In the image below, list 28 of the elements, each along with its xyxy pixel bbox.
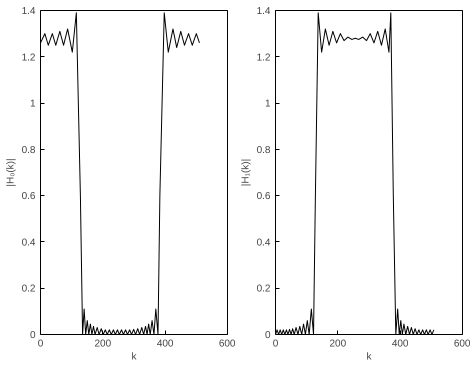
y-tick-label: 0	[264, 330, 271, 341]
y-tick-label: 1.4	[22, 6, 36, 17]
x-tick-label: 200	[94, 338, 112, 350]
y-tick-label: 1.2	[256, 52, 271, 64]
x-axis-title: k	[132, 352, 138, 362]
y-tick-label: 1.2	[22, 52, 36, 64]
x-tick-label: 0	[38, 338, 44, 350]
y-tick-label: 0.2	[256, 284, 271, 295]
x-tick-label: 600	[218, 338, 236, 350]
y-tick-label: 1.4	[256, 6, 271, 17]
y-tick-label: 0.4	[22, 237, 36, 248]
y-tick-label: 0.6	[22, 191, 36, 202]
y-tick-label: 1	[30, 98, 36, 110]
x-tick-label: 400	[392, 338, 409, 350]
x-tick-label: 200	[329, 338, 347, 350]
x-axis-title: k	[366, 352, 372, 362]
x-tick-label: 400	[156, 338, 174, 350]
y-tick-label: 0.4	[256, 237, 271, 248]
x-tick-label: 600	[454, 338, 471, 350]
y-axis-title: |H₁(k)|	[240, 158, 252, 186]
y-tick-label: 1	[264, 98, 271, 110]
y-tick-label: 0.8	[256, 144, 271, 156]
y-axis-title: |H₀(k)|	[6, 158, 17, 187]
y-tick-label: 0.6	[256, 191, 271, 202]
y-tick-label: 0.2	[22, 284, 36, 295]
y-tick-label: 0	[30, 330, 36, 341]
x-tick-label: 0	[272, 338, 279, 350]
y-tick-label: 0.8	[22, 144, 36, 156]
